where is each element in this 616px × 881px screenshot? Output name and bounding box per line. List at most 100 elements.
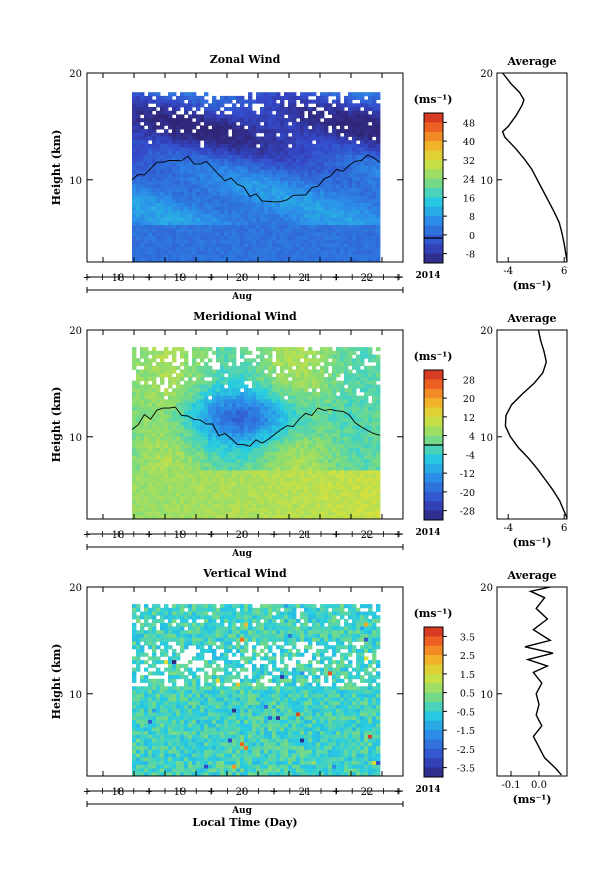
heatmap-cell — [232, 377, 236, 381]
heatmap-cell — [212, 199, 216, 203]
heatmap-cell — [296, 448, 300, 452]
heatmap-cell — [240, 448, 244, 452]
heatmap-cell — [376, 240, 380, 244]
heatmap-cell — [268, 414, 272, 418]
heatmap-cell — [160, 422, 164, 426]
heatmap-cell — [160, 199, 164, 203]
heatmap-cell — [300, 478, 304, 482]
heatmap-cell — [208, 373, 212, 377]
heatmap-cell — [308, 203, 312, 207]
day-marker: + — [332, 273, 340, 284]
heatmap-cell — [260, 251, 264, 255]
heatmap-cell — [168, 500, 172, 504]
heatmap-cell — [364, 133, 368, 137]
heatmap-cell — [228, 137, 232, 141]
heatmap-cell — [332, 137, 336, 141]
heatmap-cell — [168, 192, 172, 196]
heatmap-cell — [280, 155, 284, 159]
heatmap-cell — [224, 467, 228, 471]
heatmap-cell — [164, 148, 168, 152]
heatmap-cell — [340, 244, 344, 248]
heatmap-cell — [288, 504, 292, 508]
heatmap-cell — [232, 362, 236, 366]
heatmap-cell — [272, 114, 276, 118]
heatmap-cell — [292, 482, 296, 486]
heatmap-cell — [276, 373, 280, 377]
heatmap-cell — [220, 111, 224, 115]
heatmap-cell — [276, 229, 280, 233]
heatmap-cell — [320, 185, 324, 189]
heatmap-cell — [308, 114, 312, 118]
heatmap-cell — [152, 403, 156, 407]
heatmap-cell — [276, 426, 280, 430]
heatmap-cell — [224, 170, 228, 174]
heatmap-cell — [256, 500, 260, 504]
heatmap-cell — [140, 370, 144, 374]
heatmap-cell — [224, 437, 228, 441]
heatmap-cell — [192, 385, 196, 389]
heatmap-cell — [364, 185, 368, 189]
heatmap-cell — [260, 181, 264, 185]
heatmap-cell — [320, 192, 324, 196]
profile-x-tick-label: -4 — [503, 266, 513, 277]
heatmap-cell — [352, 225, 356, 229]
heatmap-cell — [292, 370, 296, 374]
heatmap-cell — [328, 244, 332, 248]
heatmap-cell — [184, 214, 188, 218]
heatmap-cell — [368, 92, 372, 96]
heatmap-cell — [280, 151, 284, 155]
heatmap-cell — [184, 358, 188, 362]
heatmap-cell — [304, 407, 308, 411]
heatmap-cell — [240, 107, 244, 111]
heatmap-cell — [288, 199, 292, 203]
heatmap-cell — [252, 459, 256, 463]
heatmap-cell — [144, 474, 148, 478]
heatmap-cell — [320, 247, 324, 251]
heatmap-cell — [284, 221, 288, 225]
heatmap-cell — [364, 114, 368, 118]
heatmap-cell — [296, 166, 300, 170]
heatmap-cell — [324, 418, 328, 422]
heatmap-cell — [160, 370, 164, 374]
heatmap-cell — [132, 433, 136, 437]
heatmap-cell — [296, 137, 300, 141]
heatmap-cell — [168, 414, 172, 418]
heatmap-cell — [264, 459, 268, 463]
heatmap-cell — [184, 181, 188, 185]
heatmap-cell — [140, 199, 144, 203]
heatmap-cell — [136, 504, 140, 508]
heatmap-cell — [336, 133, 340, 137]
heatmap-cell — [192, 403, 196, 407]
heatmap-cell — [268, 485, 272, 489]
heatmap-cell — [376, 233, 380, 237]
heatmap-cell — [132, 392, 136, 396]
heatmap-cell — [148, 452, 152, 456]
heatmap-cell — [140, 255, 144, 259]
heatmap-cell — [148, 396, 152, 400]
heatmap-cell — [196, 140, 200, 144]
heatmap-cell — [148, 181, 152, 185]
heatmap-cell — [188, 92, 192, 96]
heatmap-cell — [172, 351, 176, 355]
heatmap-cell — [360, 122, 364, 126]
heatmap-cell — [144, 426, 148, 430]
heatmap-cell — [216, 459, 220, 463]
heatmap-cell — [372, 118, 376, 122]
heatmap-cell — [264, 485, 268, 489]
heatmap-cell — [164, 166, 168, 170]
heatmap-cell — [216, 129, 220, 133]
heatmap-cell — [368, 133, 372, 137]
heatmap-cell — [188, 100, 192, 104]
heatmap-cell — [244, 448, 248, 452]
heatmap-cell — [172, 418, 176, 422]
heatmap-cell — [336, 214, 340, 218]
heatmap-cell — [300, 107, 304, 111]
heatmap-cell — [140, 385, 144, 389]
heatmap-cell — [268, 441, 272, 445]
heatmap-cell — [172, 162, 176, 166]
heatmap-cell — [240, 240, 244, 244]
heatmap-cell — [148, 385, 152, 389]
heatmap-cell — [268, 452, 272, 456]
heatmap-cell — [312, 377, 316, 381]
heatmap-cell — [232, 255, 236, 259]
